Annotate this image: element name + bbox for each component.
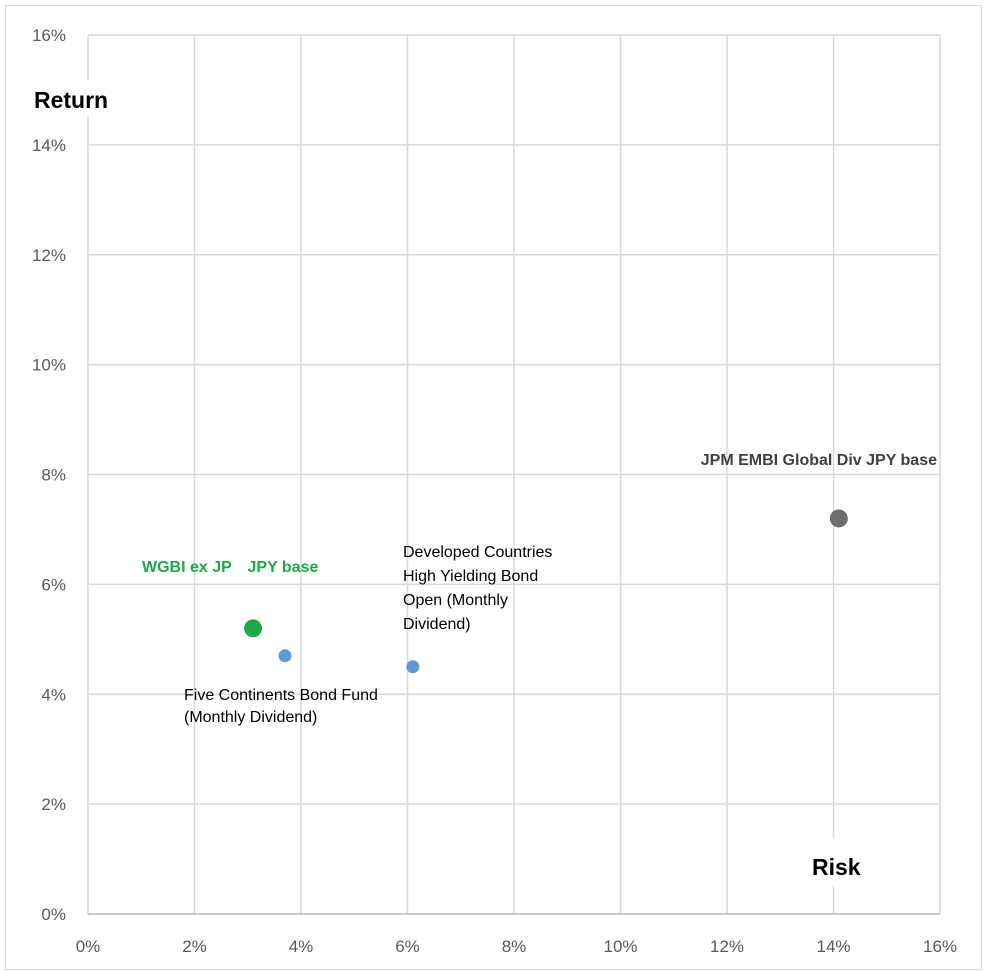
chart-frame — [5, 5, 982, 970]
data-label: (Monthly Dividend) — [184, 709, 317, 726]
risk-label-mask — [805, 838, 865, 886]
data-points — [244, 509, 848, 674]
y-tick-label: 14% — [32, 136, 66, 155]
x-tick-label: 14% — [816, 937, 850, 956]
data-point — [406, 660, 420, 674]
x-axis-ticks: 0% 2% 4% 6% 8% 10% 12% 14% 16% — [76, 937, 957, 956]
data-label: JPM EMBI Global Div JPY base — [701, 452, 937, 469]
y-tick-label: 0% — [41, 905, 66, 924]
y-axis-ticks: 0% 2% 4% 6% 8% 10% 12% 14% 16% — [32, 26, 66, 924]
data-label: Open (Monthly — [403, 592, 508, 609]
y-tick-label: 10% — [32, 356, 66, 375]
data-label: Five Continents Bond Fund — [184, 687, 378, 704]
data-label: High Yielding Bond — [403, 568, 538, 585]
x-tick-label: 0% — [76, 937, 101, 956]
data-point — [244, 619, 263, 638]
data-label: WGBI ex JP JPY base — [142, 559, 318, 576]
x-tick-label: 8% — [502, 937, 527, 956]
data-point — [278, 649, 292, 663]
data-labels: WGBI ex JP JPY base Five Continents Bond … — [142, 452, 937, 726]
y-tick-label: 4% — [41, 685, 66, 704]
grid — [30, 34, 941, 915]
x-tick-label: 4% — [289, 937, 314, 956]
y-tick-label: 8% — [41, 466, 66, 485]
data-label: Developed Countries — [403, 544, 552, 561]
data-point — [829, 509, 848, 528]
x-tick-label: 12% — [710, 937, 744, 956]
data-label: Dividend) — [403, 616, 471, 633]
y-tick-label: 6% — [41, 575, 66, 594]
return-label-mask — [30, 80, 120, 116]
x-axis-title: Risk — [812, 854, 861, 880]
y-tick-label: 2% — [41, 795, 66, 814]
x-tick-label: 16% — [923, 937, 957, 956]
y-tick-label: 12% — [32, 246, 66, 265]
x-tick-label: 6% — [395, 937, 420, 956]
y-axis-title: Return — [34, 87, 108, 113]
x-tick-label: 2% — [182, 937, 207, 956]
y-tick-label: 16% — [32, 26, 66, 45]
x-tick-label: 10% — [603, 937, 637, 956]
